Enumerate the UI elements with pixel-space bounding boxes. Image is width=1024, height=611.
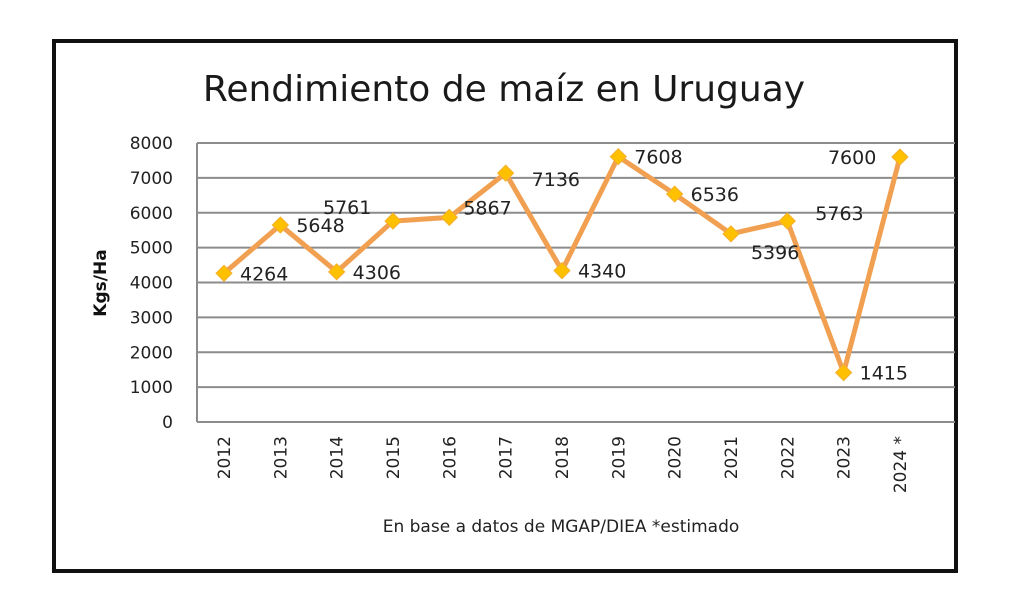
x-tick-label: 2013 [271,436,291,479]
data-point-marker [327,263,346,281]
data-point-marker [609,147,628,166]
x-tick-label: 2012 [215,436,235,479]
data-point-marker [665,185,684,203]
y-tick-label: 8000 [130,134,173,154]
gridlines [196,142,955,423]
x-tick-label: 2017 [497,436,517,479]
data-label: 4306 [353,262,401,284]
x-tick-label: 2023 [835,436,855,479]
y-tick-label: 3000 [130,308,173,328]
data-label: 7600 [828,147,876,169]
data-label: 7608 [634,147,682,169]
y-tick-label: 2000 [130,343,173,363]
data-point-marker [834,363,853,382]
data-label: 5396 [751,242,799,264]
data-label: 6536 [691,184,739,206]
x-axis-label: En base a datos de MGAP/DIEA *estimado [383,517,740,537]
data-labels: 4264 5648 4306 5761 5867 7136 4340 7608 6536 5396… [240,147,908,385]
data-markers [215,147,909,382]
x-tick-label: 2019 [609,436,629,479]
x-axis-ticks: 2012 2013 2014 2015 2016 2017 2018 2019 2020 2021… [215,436,911,493]
data-label: 4340 [578,261,626,283]
data-label: 7136 [532,169,580,191]
y-tick-label: 1000 [130,378,173,398]
x-tick-label: 2018 [553,436,573,479]
chart-title: Rendimiento de maíz en Uruguay [203,69,805,110]
y-axis-ticks: 0 1000 2000 3000 4000 5000 6000 7000 8000 [130,134,173,433]
y-tick-label: 4000 [130,274,173,294]
data-point-marker [722,225,740,243]
data-label: 1415 [860,363,908,385]
data-label: 5867 [463,197,511,219]
data-point-marker [891,148,909,166]
y-tick-label: 7000 [130,169,173,189]
data-point-marker [215,264,233,283]
y-tick-label: 0 [162,413,173,433]
y-tick-label: 5000 [130,239,173,259]
data-label: 5648 [296,215,344,237]
data-point-marker [271,216,290,234]
x-tick-label: 2020 [666,436,686,479]
x-tick-label: 2016 [440,436,460,479]
y-tick-label: 6000 [130,204,173,224]
data-point-marker [496,164,515,182]
x-tick-label: 2014 [328,436,348,479]
x-tick-label: 2024 * [891,436,911,493]
x-tick-label: 2015 [384,436,404,479]
x-tick-label: 2022 [778,436,798,479]
data-point-marker [553,261,571,280]
data-point-marker [384,212,402,230]
y-axis-label: Kgs/Ha [91,249,111,316]
data-label: 4264 [240,263,288,285]
data-point-marker [778,212,797,230]
data-point-marker [440,208,459,227]
data-label: 5763 [815,203,863,225]
data-label: 5761 [323,197,371,219]
x-tick-label: 2021 [722,436,742,479]
chart-frame [52,39,958,573]
